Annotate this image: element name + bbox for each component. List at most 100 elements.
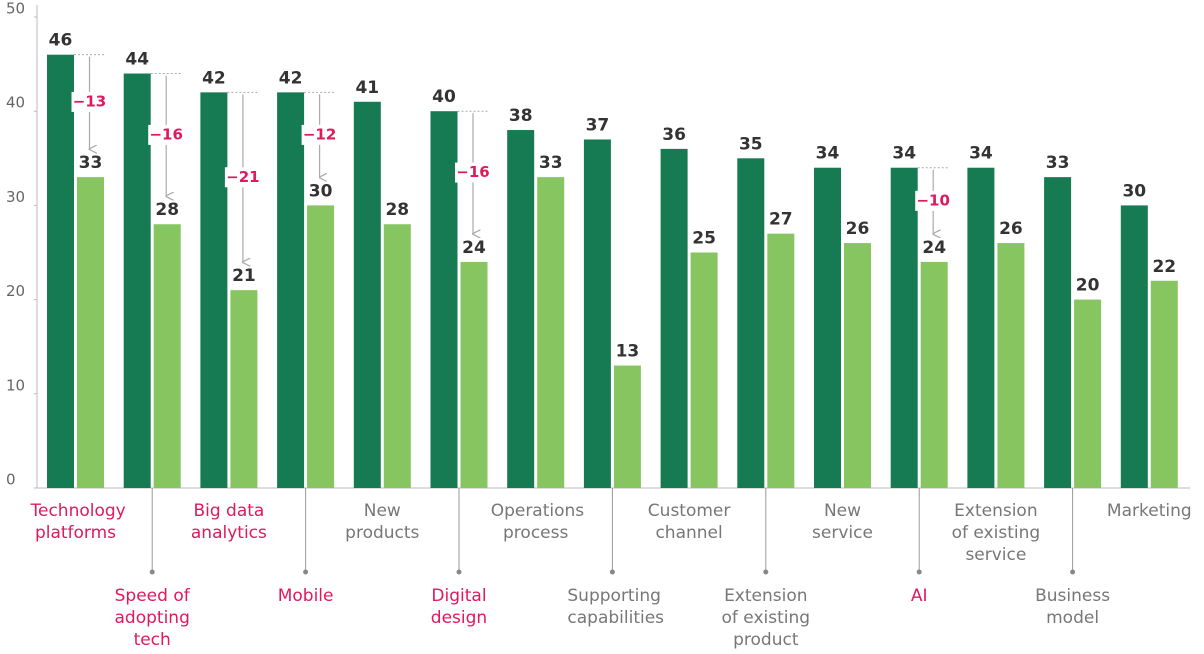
value-label: 34	[969, 144, 993, 164]
x-tick-label: Operations process	[490, 501, 585, 543]
y-tick-label: 50	[6, 0, 25, 18]
value-label: 30	[1122, 181, 1146, 201]
bar	[47, 54, 74, 489]
value-label: 40	[432, 87, 456, 107]
value-label: 30	[309, 181, 333, 201]
value-label: 42	[202, 68, 226, 88]
value-label: 42	[279, 68, 303, 88]
y-tick-label: 0	[6, 471, 16, 489]
value-label: 37	[586, 115, 610, 135]
y-tick-label: 30	[6, 188, 25, 206]
bar	[537, 177, 565, 488]
bar	[613, 365, 641, 488]
drop-label: −10	[916, 191, 949, 209]
x-tick-label: New service	[812, 501, 873, 543]
value-label: 33	[539, 153, 563, 173]
value-label: 46	[49, 31, 73, 51]
label-dot	[456, 569, 462, 575]
bar	[230, 290, 258, 488]
y-tick-label: 20	[6, 282, 25, 300]
value-label: 28	[385, 200, 409, 220]
drop-label-bg	[455, 162, 491, 183]
drop-label: −13	[73, 92, 106, 110]
x-tick-label: Marketing	[1106, 501, 1192, 521]
drop-label: −12	[303, 125, 336, 143]
bar	[77, 177, 104, 488]
x-tick-label: AI	[910, 586, 928, 606]
value-label: 26	[846, 219, 870, 239]
value-label: 33	[1046, 153, 1070, 173]
y-tick-label: 10	[6, 376, 25, 394]
value-label: 13	[616, 342, 640, 362]
bar	[997, 243, 1025, 488]
drop-label: −16	[456, 163, 489, 181]
drop-label-bg	[71, 91, 108, 112]
bar	[1120, 205, 1148, 488]
label-dot	[1070, 569, 1076, 575]
bar	[737, 158, 765, 489]
value-label: 22	[1152, 257, 1176, 277]
value-label: 24	[922, 238, 946, 258]
bar	[890, 167, 918, 488]
value-label: 26	[999, 219, 1023, 239]
x-tick-label: Mobile	[277, 586, 334, 606]
value-label: 33	[79, 153, 103, 173]
drop-label-bg	[148, 124, 185, 145]
bar	[583, 139, 611, 488]
x-tick-label: Supporting capabilities	[567, 586, 665, 628]
value-label: 27	[769, 210, 793, 230]
value-label: 36	[662, 125, 686, 145]
x-tick-label: Speed of adopting tech	[114, 586, 190, 650]
bar	[430, 111, 458, 488]
bar	[307, 205, 335, 488]
drop-label-bg	[224, 167, 261, 188]
x-tick-label: New products	[345, 501, 420, 543]
label-dot	[303, 569, 309, 575]
drop-label: −21	[226, 168, 259, 186]
value-label: 34	[816, 144, 840, 164]
bar	[123, 73, 151, 489]
drop-label-bg	[915, 190, 952, 211]
bar	[1074, 299, 1102, 488]
bar	[153, 224, 181, 489]
value-label: 44	[125, 50, 149, 70]
x-tick-label: Technology platforms	[30, 501, 126, 543]
label-dot	[916, 569, 922, 575]
bar	[967, 167, 995, 488]
bar	[507, 130, 535, 489]
value-label: 21	[232, 266, 256, 286]
bar	[660, 148, 688, 488]
value-label: 41	[355, 78, 379, 98]
bar	[1044, 177, 1072, 488]
label-dot	[609, 569, 615, 575]
value-label: 34	[892, 144, 916, 164]
bar	[767, 233, 795, 488]
x-tick-label: Digital design	[430, 586, 488, 628]
label-dot	[763, 569, 769, 575]
drop-label: −16	[149, 125, 182, 143]
drop-label-bg	[301, 124, 338, 145]
value-label: 24	[462, 238, 486, 258]
value-label: 28	[155, 200, 179, 220]
x-tick-label: Business model	[1035, 586, 1111, 628]
x-tick-label: Extension of existing product	[721, 586, 811, 650]
value-label: 25	[692, 229, 716, 249]
x-tick-label: Big data analytics	[190, 501, 267, 543]
bar	[844, 243, 871, 488]
value-label: 35	[739, 134, 763, 154]
bar	[277, 92, 305, 489]
value-label: 20	[1076, 276, 1100, 296]
y-tick-label: 40	[6, 94, 25, 112]
value-label: 38	[509, 106, 533, 126]
bar	[920, 261, 948, 488]
bar	[383, 224, 411, 489]
x-tick-label: Extension of existing service	[951, 501, 1041, 565]
x-tick-label: Customer channel	[647, 501, 731, 543]
label-dot	[149, 569, 155, 575]
bar	[353, 101, 381, 488]
bar	[690, 252, 718, 488]
bar	[1150, 280, 1178, 488]
bar	[200, 92, 228, 489]
